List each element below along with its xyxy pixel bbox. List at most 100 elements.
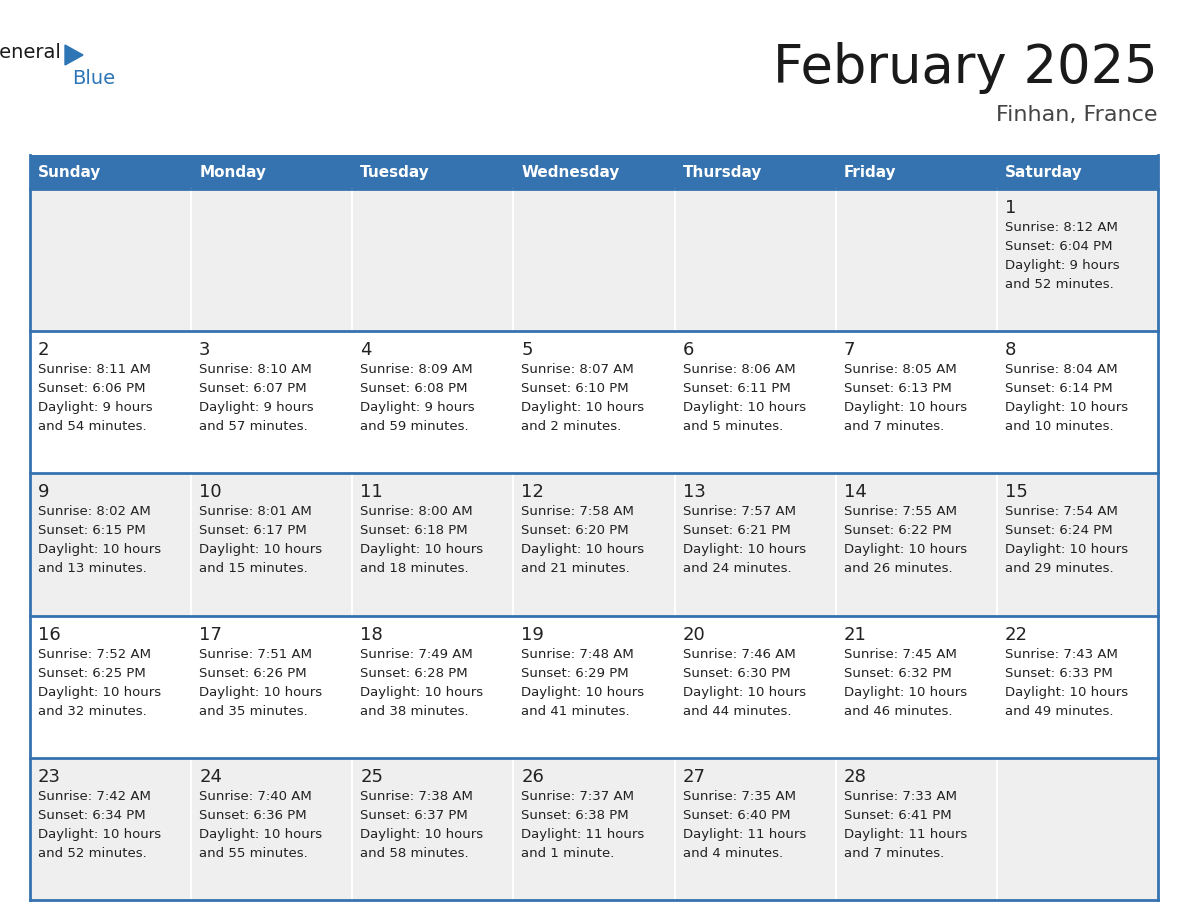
Text: and 1 minute.: and 1 minute.: [522, 846, 615, 860]
Text: and 29 minutes.: and 29 minutes.: [1005, 563, 1113, 576]
Text: Sunset: 6:28 PM: Sunset: 6:28 PM: [360, 666, 468, 679]
Text: Daylight: 9 hours: Daylight: 9 hours: [1005, 259, 1119, 272]
Bar: [30, 189, 1158, 331]
Bar: [353, 155, 513, 189]
Text: Sunrise: 8:09 AM: Sunrise: 8:09 AM: [360, 364, 473, 376]
Text: Daylight: 11 hours: Daylight: 11 hours: [522, 828, 645, 841]
Text: and 7 minutes.: and 7 minutes.: [843, 846, 944, 860]
Text: and 13 minutes.: and 13 minutes.: [38, 563, 147, 576]
Text: Daylight: 10 hours: Daylight: 10 hours: [683, 686, 805, 699]
Text: Sunrise: 7:48 AM: Sunrise: 7:48 AM: [522, 647, 634, 661]
Text: and 35 minutes.: and 35 minutes.: [200, 705, 308, 718]
Bar: [30, 616, 1158, 757]
Text: Sunrise: 8:05 AM: Sunrise: 8:05 AM: [843, 364, 956, 376]
Bar: [191, 155, 353, 189]
Text: Sunset: 6:20 PM: Sunset: 6:20 PM: [522, 524, 630, 537]
Text: Sunset: 6:18 PM: Sunset: 6:18 PM: [360, 524, 468, 537]
Text: Daylight: 10 hours: Daylight: 10 hours: [38, 828, 162, 841]
Text: Daylight: 10 hours: Daylight: 10 hours: [360, 828, 484, 841]
Text: 9: 9: [38, 484, 50, 501]
Bar: [675, 155, 835, 189]
Text: Sunrise: 8:06 AM: Sunrise: 8:06 AM: [683, 364, 795, 376]
Text: 21: 21: [843, 625, 866, 644]
Text: Daylight: 10 hours: Daylight: 10 hours: [38, 686, 162, 699]
Text: and 10 minutes.: and 10 minutes.: [1005, 420, 1113, 433]
Text: Sunrise: 7:52 AM: Sunrise: 7:52 AM: [38, 647, 151, 661]
Text: 11: 11: [360, 484, 383, 501]
Text: Sunrise: 7:45 AM: Sunrise: 7:45 AM: [843, 647, 956, 661]
Text: 16: 16: [38, 625, 61, 644]
Text: Sunset: 6:14 PM: Sunset: 6:14 PM: [1005, 382, 1112, 396]
Text: Daylight: 10 hours: Daylight: 10 hours: [200, 686, 322, 699]
Text: Sunset: 6:34 PM: Sunset: 6:34 PM: [38, 809, 146, 822]
Text: Sunrise: 7:42 AM: Sunrise: 7:42 AM: [38, 789, 151, 803]
Text: and 55 minutes.: and 55 minutes.: [200, 846, 308, 860]
Text: Sunset: 6:41 PM: Sunset: 6:41 PM: [843, 809, 952, 822]
Text: Sunset: 6:06 PM: Sunset: 6:06 PM: [38, 382, 145, 396]
Text: Daylight: 10 hours: Daylight: 10 hours: [683, 401, 805, 414]
Text: February 2025: February 2025: [773, 42, 1158, 94]
Text: Sunrise: 8:04 AM: Sunrise: 8:04 AM: [1005, 364, 1118, 376]
Text: 10: 10: [200, 484, 222, 501]
Text: and 52 minutes.: and 52 minutes.: [1005, 278, 1113, 291]
Text: Daylight: 10 hours: Daylight: 10 hours: [522, 401, 645, 414]
Text: Daylight: 10 hours: Daylight: 10 hours: [522, 686, 645, 699]
Text: Daylight: 10 hours: Daylight: 10 hours: [843, 401, 967, 414]
Text: Blue: Blue: [72, 69, 115, 87]
Text: Daylight: 9 hours: Daylight: 9 hours: [360, 401, 475, 414]
Text: 19: 19: [522, 625, 544, 644]
Text: Daylight: 11 hours: Daylight: 11 hours: [843, 828, 967, 841]
Text: Sunset: 6:04 PM: Sunset: 6:04 PM: [1005, 240, 1112, 253]
Text: Sunrise: 7:51 AM: Sunrise: 7:51 AM: [200, 647, 312, 661]
Text: Sunrise: 8:12 AM: Sunrise: 8:12 AM: [1005, 221, 1118, 234]
Text: Finhan, France: Finhan, France: [997, 105, 1158, 125]
Text: Daylight: 11 hours: Daylight: 11 hours: [683, 828, 805, 841]
Text: Daylight: 10 hours: Daylight: 10 hours: [683, 543, 805, 556]
Text: 12: 12: [522, 484, 544, 501]
Text: Sunset: 6:33 PM: Sunset: 6:33 PM: [1005, 666, 1113, 679]
Text: Sunrise: 8:10 AM: Sunrise: 8:10 AM: [200, 364, 312, 376]
Text: and 2 minutes.: and 2 minutes.: [522, 420, 621, 433]
Text: 1: 1: [1005, 199, 1016, 217]
Text: Daylight: 10 hours: Daylight: 10 hours: [843, 543, 967, 556]
Text: Friday: Friday: [843, 164, 896, 180]
Text: Daylight: 9 hours: Daylight: 9 hours: [38, 401, 152, 414]
Text: and 15 minutes.: and 15 minutes.: [200, 563, 308, 576]
Text: 17: 17: [200, 625, 222, 644]
Text: Sunset: 6:08 PM: Sunset: 6:08 PM: [360, 382, 468, 396]
Text: Sunrise: 7:33 AM: Sunrise: 7:33 AM: [843, 789, 956, 803]
Bar: [30, 155, 191, 189]
Text: Daylight: 10 hours: Daylight: 10 hours: [38, 543, 162, 556]
Text: Sunset: 6:30 PM: Sunset: 6:30 PM: [683, 666, 790, 679]
Text: Sunset: 6:13 PM: Sunset: 6:13 PM: [843, 382, 952, 396]
Text: Sunset: 6:26 PM: Sunset: 6:26 PM: [200, 666, 307, 679]
Text: 22: 22: [1005, 625, 1028, 644]
Text: 8: 8: [1005, 341, 1016, 359]
Text: 28: 28: [843, 767, 866, 786]
Text: Sunrise: 7:57 AM: Sunrise: 7:57 AM: [683, 506, 796, 519]
Text: and 52 minutes.: and 52 minutes.: [38, 846, 147, 860]
Text: Sunset: 6:11 PM: Sunset: 6:11 PM: [683, 382, 790, 396]
Text: Sunrise: 7:35 AM: Sunrise: 7:35 AM: [683, 789, 796, 803]
Text: 14: 14: [843, 484, 866, 501]
Text: 2: 2: [38, 341, 50, 359]
Text: Sunset: 6:21 PM: Sunset: 6:21 PM: [683, 524, 790, 537]
Text: Sunrise: 8:07 AM: Sunrise: 8:07 AM: [522, 364, 634, 376]
Bar: [835, 155, 997, 189]
Text: Daylight: 10 hours: Daylight: 10 hours: [200, 828, 322, 841]
Text: Daylight: 10 hours: Daylight: 10 hours: [1005, 401, 1127, 414]
Text: Sunrise: 7:58 AM: Sunrise: 7:58 AM: [522, 506, 634, 519]
Text: and 54 minutes.: and 54 minutes.: [38, 420, 146, 433]
Text: Sunrise: 7:38 AM: Sunrise: 7:38 AM: [360, 789, 473, 803]
Text: Sunset: 6:32 PM: Sunset: 6:32 PM: [843, 666, 952, 679]
Text: 6: 6: [683, 341, 694, 359]
Text: Tuesday: Tuesday: [360, 164, 430, 180]
Bar: [30, 474, 1158, 616]
Text: and 4 minutes.: and 4 minutes.: [683, 846, 783, 860]
Text: and 18 minutes.: and 18 minutes.: [360, 563, 469, 576]
Text: and 41 minutes.: and 41 minutes.: [522, 705, 630, 718]
Text: Sunset: 6:15 PM: Sunset: 6:15 PM: [38, 524, 146, 537]
Text: Sunrise: 7:54 AM: Sunrise: 7:54 AM: [1005, 506, 1118, 519]
Text: and 26 minutes.: and 26 minutes.: [843, 563, 953, 576]
Text: Sunrise: 8:00 AM: Sunrise: 8:00 AM: [360, 506, 473, 519]
